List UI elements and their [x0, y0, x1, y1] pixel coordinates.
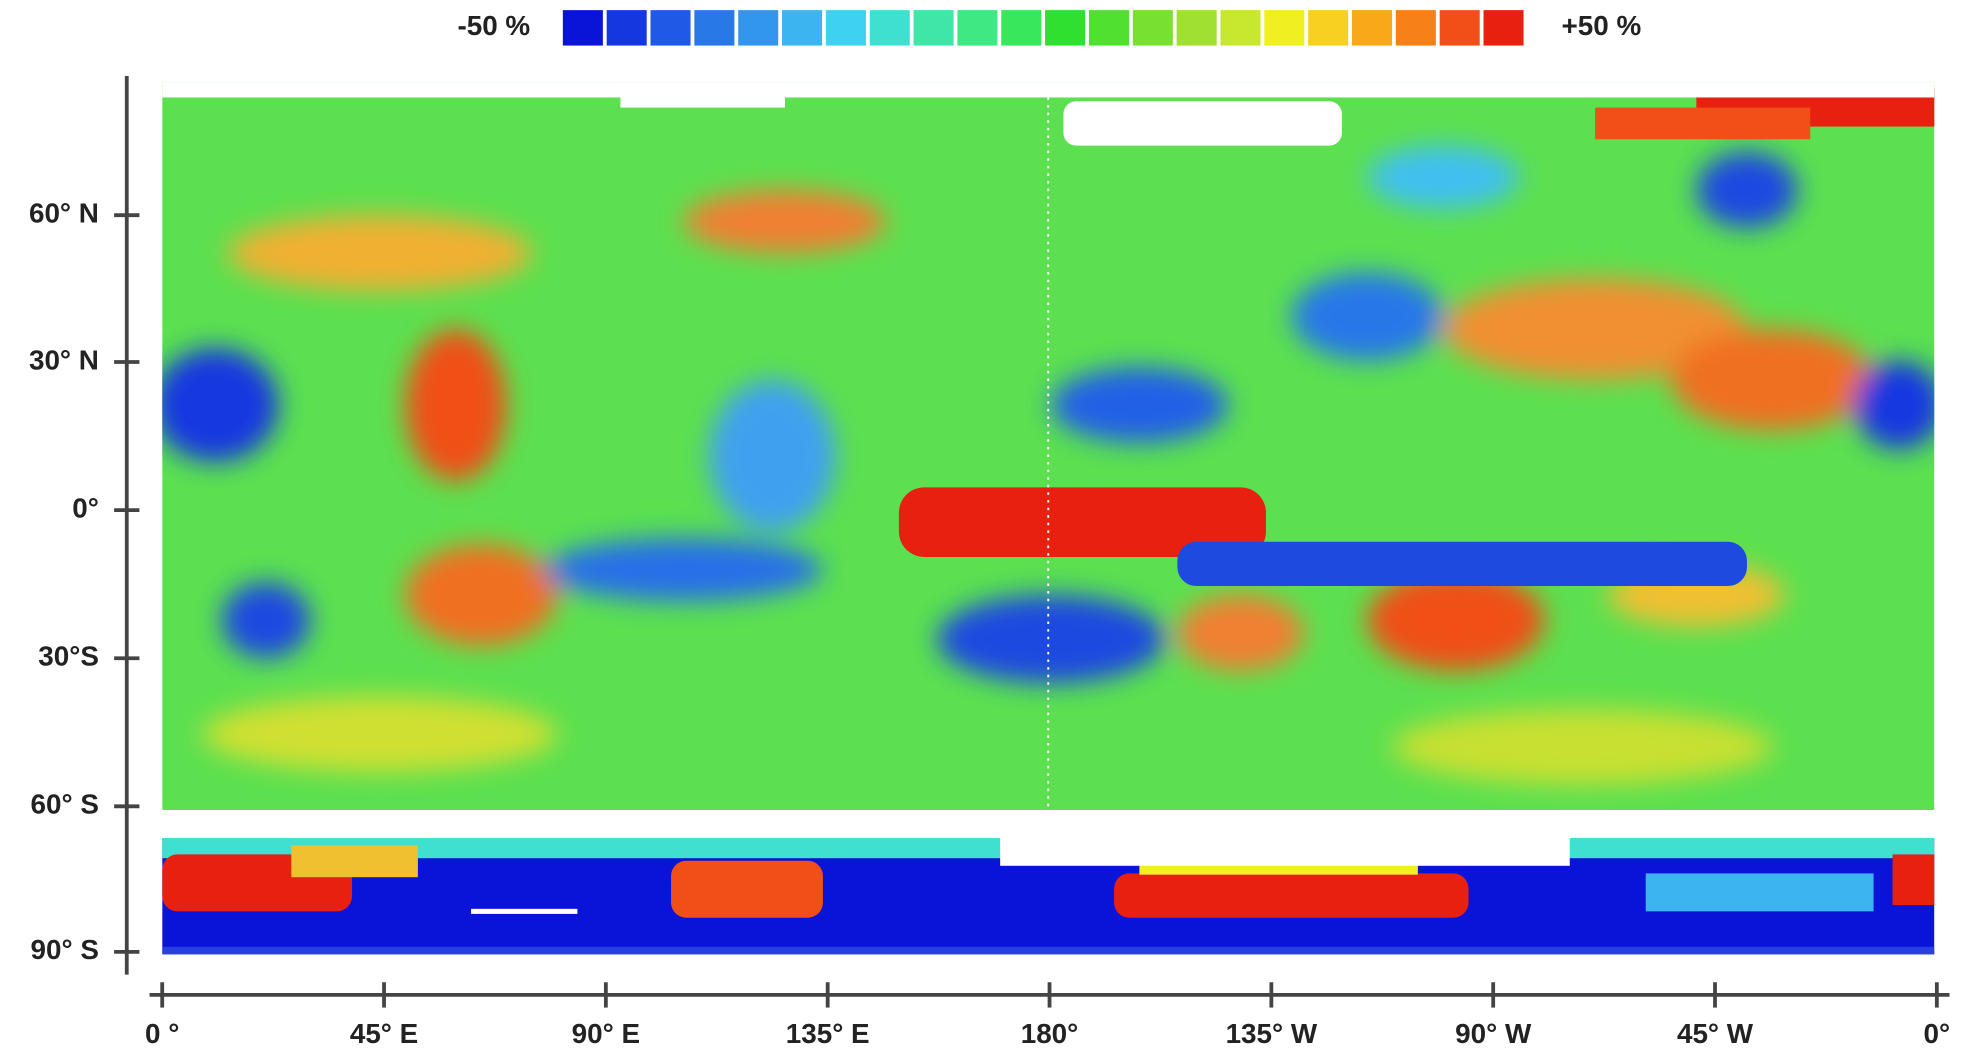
latitude-tick-label: 30° N — [29, 344, 99, 375]
latitude-tick-label: 30°S — [38, 641, 99, 672]
colorbar-swatch — [738, 10, 779, 46]
longitude-tick-label: 180° — [1021, 1018, 1079, 1049]
colorbar-swatch — [1220, 10, 1261, 46]
latitude-tick-label: 0° — [72, 492, 99, 523]
colorbar-swatch — [869, 10, 910, 46]
colorbar-swatch — [825, 10, 866, 46]
longitude-tick-label: 45° W — [1677, 1018, 1754, 1049]
colorbar-swatch — [694, 10, 735, 46]
colorbar-swatch — [1045, 10, 1086, 46]
colorbar-swatch — [957, 10, 998, 46]
colorbar-swatch — [1176, 10, 1217, 46]
colorbar-swatch — [1088, 10, 1129, 46]
colorbar-swatch — [1264, 10, 1305, 46]
longitude-tick-label: 45° E — [350, 1018, 418, 1049]
latitude-tick-label: 60° S — [31, 789, 99, 820]
colorbar-swatch — [782, 10, 823, 46]
latitude-tick-label: 90° S — [31, 934, 99, 965]
colorbar-swatch — [1395, 10, 1436, 46]
field-south — [162, 837, 1935, 955]
colorbar — [562, 10, 1524, 46]
longitude-tick-label: 135° W — [1226, 1018, 1318, 1049]
colorbar-swatch — [913, 10, 954, 46]
colorbar-swatch — [1001, 10, 1042, 46]
longitude-tick-label: 0° — [1924, 1018, 1951, 1049]
longitude-tick-label: 0 ° — [145, 1018, 179, 1049]
colorbar-min-label: -50 % — [457, 10, 530, 41]
latitude-tick-label: 60° N — [29, 198, 99, 229]
longitude-tick-label: 90° E — [572, 1018, 640, 1049]
longitude-tick-label: 90° W — [1455, 1018, 1532, 1049]
colorbar-swatch — [1351, 10, 1393, 46]
colorbar-swatch — [562, 10, 603, 46]
colorbar-swatch — [1308, 10, 1349, 46]
colorbar-swatch — [606, 10, 647, 46]
colorbar-swatch — [650, 10, 691, 46]
longitude-tick-label: 135° E — [786, 1018, 870, 1049]
colorbar-swatch — [1132, 10, 1173, 46]
field-north — [162, 82, 1935, 811]
colorbar-swatch — [1483, 10, 1524, 46]
colorbar-swatch — [1439, 10, 1480, 46]
colorbar-max-label: +50 % — [1562, 10, 1642, 41]
